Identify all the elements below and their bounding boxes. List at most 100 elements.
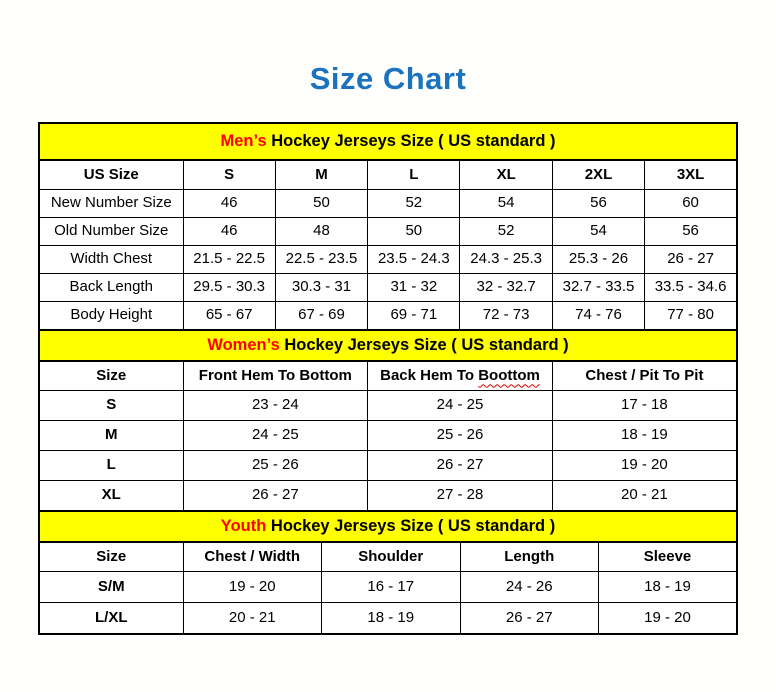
womens-size-table: Women’s Hockey Jerseys Size ( US standar… [38,329,738,512]
table-cell: 23.5 - 24.3 [367,245,461,274]
youth-header-row: Size Chest / Width Shoulder Length Sleev… [38,541,738,572]
mens-band-highlight: Men’s [220,132,267,151]
column-header: L [367,159,461,190]
table-cell: 23 - 24 [182,390,369,421]
table-cell: 52 [367,189,461,218]
table-cell: 25 - 26 [367,420,553,451]
column-header: Front Hem To Bottom [182,360,369,391]
table-cell: 19 - 20 [182,571,322,603]
mens-section-band: Men’s Hockey Jerseys Size ( US standard … [38,122,738,161]
table-cell: 46 [182,217,276,246]
column-header: Chest / Width [182,541,322,572]
table-cell: 18 - 19 [321,602,461,635]
table-cell: 54 [551,217,646,246]
table-cell: 29.5 - 30.3 [182,273,276,302]
table-cell: 74 - 76 [551,301,646,331]
row-label: Width Chest [38,245,184,274]
table-cell: 69 - 71 [367,301,461,331]
table-row: Back Length 29.5 - 30.3 30.3 - 31 31 - 3… [38,273,738,302]
youth-band-highlight: Youth [220,517,267,536]
row-label: L/XL [38,602,184,635]
header-text: Back Hem To [380,366,479,384]
table-cell: 56 [644,217,738,246]
table-cell: 27 - 28 [367,480,553,512]
table-cell: 18 - 19 [598,571,738,603]
youth-section-band: Youth Hockey Jerseys Size ( US standard … [38,510,738,543]
table-cell: 32 - 32.7 [459,273,553,302]
column-header: 3XL [644,159,738,190]
table-cell: 19 - 20 [551,450,738,481]
row-label: S [38,390,184,421]
row-label: M [38,420,184,451]
womens-band-rest: Hockey Jerseys Size ( US standard ) [279,336,569,355]
column-header: Chest / Pit To Pit [551,360,738,391]
table-cell: 31 - 32 [367,273,461,302]
table-row: L 25 - 26 26 - 27 19 - 20 [38,450,738,481]
row-label: Back Length [38,273,184,302]
table-cell: 20 - 21 [551,480,738,512]
table-cell: 26 - 27 [644,245,738,274]
column-header: Size [38,541,184,572]
column-header: Sleeve [598,541,738,572]
table-row: Width Chest 21.5 - 22.5 22.5 - 23.5 23.5… [38,245,738,274]
column-header: M [274,159,369,190]
table-cell: 19 - 20 [598,602,738,635]
misspelled-word: Boottom [478,366,540,384]
table-row: Body Height 65 - 67 67 - 69 69 - 71 72 -… [38,301,738,331]
row-label: XL [38,480,184,512]
table-cell: 18 - 19 [551,420,738,451]
youth-section-title: Youth Hockey Jerseys Size ( US standard … [38,510,738,543]
table-cell: 22.5 - 23.5 [274,245,369,274]
mens-size-table: Men’s Hockey Jerseys Size ( US standard … [38,122,738,331]
womens-band-highlight: Women’s [207,336,280,355]
table-cell: 32.7 - 33.5 [551,273,646,302]
column-header: Back Hem To Boottom [367,360,553,391]
table-cell: 24.3 - 25.3 [459,245,553,274]
womens-header-row: Size Front Hem To Bottom Back Hem To Boo… [38,360,738,391]
table-row: M 24 - 25 25 - 26 18 - 19 [38,420,738,451]
table-cell: 24 - 25 [367,390,553,421]
womens-section-title: Women’s Hockey Jerseys Size ( US standar… [38,329,738,362]
table-cell: 54 [459,189,553,218]
table-row: XL 26 - 27 27 - 28 20 - 21 [38,480,738,512]
table-cell: 30.3 - 31 [274,273,369,302]
table-cell: 48 [274,217,369,246]
table-cell: 24 - 25 [182,420,369,451]
table-row: L/XL 20 - 21 18 - 19 26 - 27 19 - 20 [38,602,738,635]
table-cell: 20 - 21 [182,602,322,635]
table-cell: 25 - 26 [182,450,369,481]
table-cell: 17 - 18 [551,390,738,421]
youth-size-table: Youth Hockey Jerseys Size ( US standard … [38,510,738,635]
row-label: S/M [38,571,184,603]
table-cell: 24 - 26 [459,571,599,603]
youth-band-rest: Hockey Jerseys Size ( US standard ) [266,517,556,536]
table-row: S/M 19 - 20 16 - 17 24 - 26 18 - 19 [38,571,738,603]
table-cell: 25.3 - 26 [551,245,646,274]
column-header: S [182,159,276,190]
womens-section-band: Women’s Hockey Jerseys Size ( US standar… [38,329,738,362]
column-header: Length [459,541,599,572]
table-cell: 67 - 69 [274,301,369,331]
table-cell: 26 - 27 [459,602,599,635]
table-cell: 56 [551,189,646,218]
table-cell: 77 - 80 [644,301,738,331]
table-cell: 60 [644,189,738,218]
table-cell: 33.5 - 34.6 [644,273,738,302]
mens-header-row: US Size S M L XL 2XL 3XL [38,159,738,190]
row-label: Old Number Size [38,217,184,246]
column-header: Shoulder [321,541,461,572]
table-cell: 50 [274,189,369,218]
column-header: 2XL [551,159,646,190]
table-cell: 50 [367,217,461,246]
row-label: New Number Size [38,189,184,218]
page-title: Size Chart [309,61,467,96]
column-header: XL [459,159,553,190]
table-cell: 26 - 27 [182,480,369,512]
mens-section-title: Men’s Hockey Jerseys Size ( US standard … [38,122,738,161]
table-cell: 65 - 67 [182,301,276,331]
table-cell: 52 [459,217,553,246]
table-row: Old Number Size 46 48 50 52 54 56 [38,217,738,246]
row-label: L [38,450,184,481]
table-cell: 21.5 - 22.5 [182,245,276,274]
